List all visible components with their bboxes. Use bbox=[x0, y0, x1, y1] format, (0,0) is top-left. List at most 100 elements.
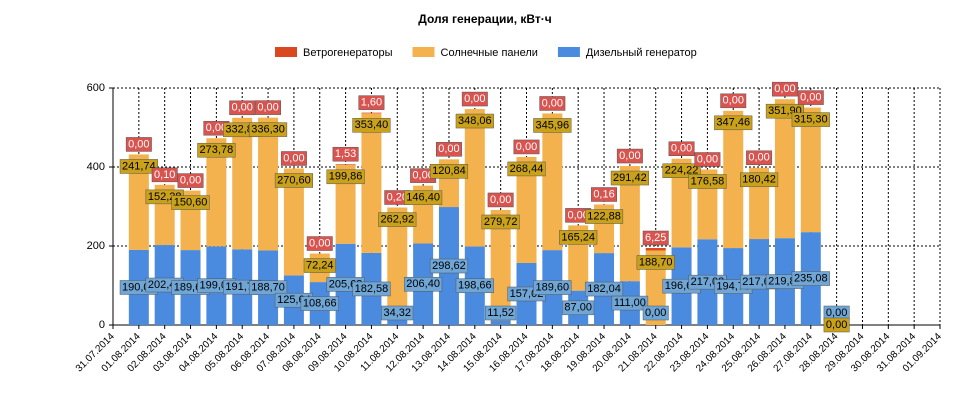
bar-segment bbox=[232, 118, 252, 249]
data-label: 0,00 bbox=[697, 153, 718, 165]
data-label-group: 72,24 bbox=[304, 259, 336, 273]
bar-segment bbox=[361, 113, 381, 114]
data-label: 0,00 bbox=[490, 194, 511, 206]
data-label: 270,60 bbox=[277, 174, 311, 186]
data-label: 34,32 bbox=[384, 307, 412, 319]
data-label: 206,40 bbox=[406, 278, 440, 290]
data-label-group: 353,40 bbox=[353, 118, 391, 132]
data-label: 0,00 bbox=[671, 143, 692, 155]
data-label: 0,00 bbox=[516, 141, 537, 153]
data-label-group: 0,00 bbox=[824, 318, 849, 332]
data-label-group: 6,25 bbox=[643, 231, 668, 245]
data-label-group: 1,60 bbox=[359, 96, 384, 110]
data-label-group: 0,16 bbox=[591, 187, 616, 201]
data-label: 268,44 bbox=[510, 163, 544, 175]
data-label-group: 0,00 bbox=[695, 153, 720, 167]
data-label: 279,72 bbox=[484, 216, 518, 228]
data-label: 0,00 bbox=[438, 143, 459, 155]
data-label: 188,70 bbox=[251, 282, 285, 294]
data-label: 0,16 bbox=[593, 188, 614, 200]
chart-title: Доля генерации, кВт·ч bbox=[418, 12, 551, 26]
y-tick-label: 400 bbox=[87, 161, 105, 173]
data-label-group: 199,86 bbox=[327, 170, 365, 184]
data-label-group: 0,00 bbox=[514, 140, 539, 154]
data-label-group: 270,60 bbox=[275, 173, 313, 187]
legend-swatch bbox=[275, 47, 297, 57]
data-label: 108,66 bbox=[303, 297, 337, 309]
data-label-group: 298,62 bbox=[430, 259, 468, 273]
legend-swatch bbox=[558, 47, 580, 57]
data-label-group: 206,40 bbox=[404, 277, 442, 291]
data-label-group: 345,96 bbox=[534, 118, 572, 132]
bar-segment bbox=[646, 248, 666, 250]
data-label: 262,92 bbox=[380, 213, 414, 225]
data-label: 0,00 bbox=[826, 307, 847, 319]
data-label: 122,88 bbox=[587, 210, 621, 222]
data-label: 0,00 bbox=[180, 175, 201, 187]
data-label: 198,66 bbox=[458, 280, 492, 292]
data-label: 11,52 bbox=[487, 307, 514, 319]
data-label-group: 0,00 bbox=[772, 82, 797, 96]
data-label-group: 87,00 bbox=[562, 301, 594, 315]
data-label-group: 122,88 bbox=[585, 210, 623, 224]
data-label: 111,00 bbox=[614, 297, 646, 309]
data-label-group: 0,00 bbox=[255, 101, 280, 115]
data-label-group: 0,00 bbox=[178, 174, 203, 188]
data-label: 0,00 bbox=[800, 92, 821, 104]
data-label-group: 176,58 bbox=[689, 175, 727, 189]
data-label: 87,00 bbox=[564, 302, 592, 314]
data-label-group: 0,00 bbox=[669, 142, 694, 156]
data-label-group: 347,46 bbox=[714, 116, 752, 130]
data-label: 0,00 bbox=[774, 83, 795, 95]
data-label-group: 34,32 bbox=[382, 306, 414, 320]
data-label-group: 165,24 bbox=[559, 230, 597, 244]
data-label: 176,58 bbox=[691, 175, 725, 187]
data-label-group: 180,42 bbox=[740, 173, 778, 187]
data-label-group: 188,70 bbox=[249, 281, 287, 295]
data-label: 189,60 bbox=[536, 281, 570, 293]
data-label-group: 108,66 bbox=[301, 297, 339, 311]
data-label-group: 273,78 bbox=[198, 143, 236, 157]
data-label-group: 348,06 bbox=[456, 114, 494, 128]
data-label-group: 0,00 bbox=[488, 193, 513, 207]
data-label: 120,84 bbox=[432, 165, 466, 177]
data-label-group: 262,92 bbox=[378, 213, 416, 227]
data-label: 0,00 bbox=[748, 152, 769, 164]
data-label: 273,78 bbox=[200, 144, 234, 156]
data-label: 0,00 bbox=[464, 93, 485, 105]
data-label-group: 1,53 bbox=[333, 147, 358, 161]
data-label-group: 268,44 bbox=[508, 162, 546, 176]
data-label: 353,40 bbox=[355, 119, 389, 131]
data-label: 1,53 bbox=[335, 148, 356, 160]
data-label-group: 182,58 bbox=[353, 282, 391, 296]
data-label-group: 0,00 bbox=[462, 92, 487, 106]
data-label-group: 198,66 bbox=[456, 279, 494, 293]
data-label: 241,74 bbox=[122, 160, 156, 172]
data-label-group: 0,00 bbox=[721, 94, 746, 108]
data-label-group: 0,00 bbox=[126, 137, 151, 151]
data-label-group: 0,00 bbox=[307, 237, 332, 251]
bar-segment bbox=[542, 113, 562, 250]
data-label-group: 235,08 bbox=[792, 272, 830, 286]
y-tick-label: 600 bbox=[87, 82, 105, 94]
data-label: 0,00 bbox=[645, 307, 666, 319]
data-label: 165,24 bbox=[561, 231, 595, 243]
data-label-group: 315,30 bbox=[792, 113, 830, 127]
data-label: 146,40 bbox=[406, 192, 440, 204]
data-label: 235,08 bbox=[794, 272, 828, 284]
data-label: 0,00 bbox=[283, 152, 304, 164]
data-label: 345,96 bbox=[536, 119, 570, 131]
data-label: 0,00 bbox=[542, 97, 563, 109]
data-label: 1,60 bbox=[361, 97, 382, 109]
data-label-group: 0,00 bbox=[230, 101, 255, 115]
data-label: 0,00 bbox=[257, 102, 278, 114]
data-label: 188,70 bbox=[639, 256, 673, 268]
data-label: 0,00 bbox=[619, 150, 640, 162]
data-label-group: 0,00 bbox=[436, 142, 461, 156]
data-label: 0,10 bbox=[154, 169, 175, 181]
data-label-group: 279,72 bbox=[482, 215, 520, 229]
data-label: 0,00 bbox=[232, 102, 253, 114]
bar-segment bbox=[336, 164, 356, 165]
legend-swatch bbox=[413, 47, 435, 57]
